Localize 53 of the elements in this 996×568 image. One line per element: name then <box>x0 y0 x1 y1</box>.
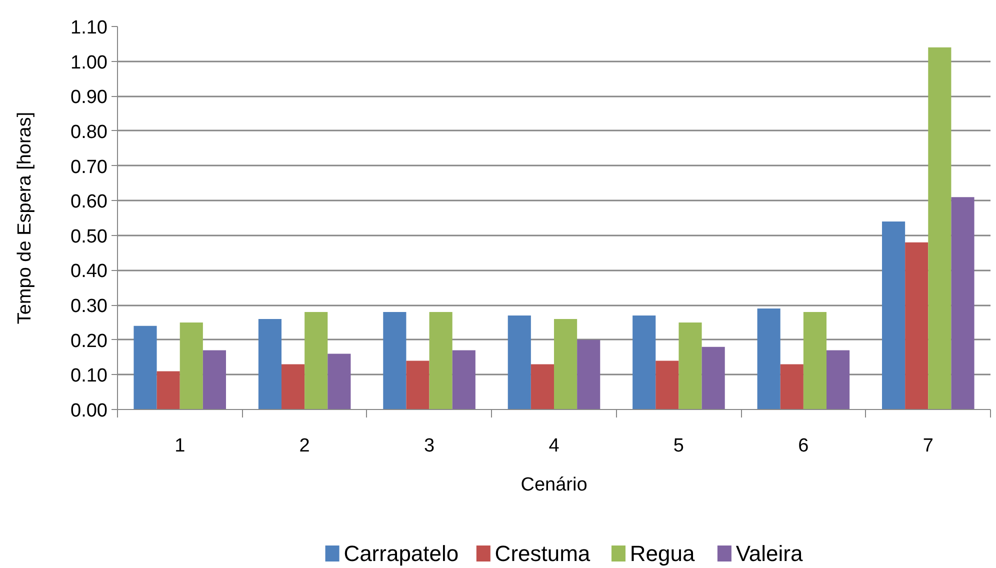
bar <box>452 350 476 410</box>
legend-label: Regua <box>630 541 696 566</box>
bar <box>328 354 351 410</box>
bar <box>554 318 578 410</box>
bar <box>928 47 952 410</box>
y-tick-label: 0.80 <box>70 122 108 143</box>
x-tick-label: 1 <box>174 436 186 456</box>
x-tick-label: 4 <box>548 436 560 456</box>
bar <box>678 322 702 410</box>
bar <box>258 318 282 410</box>
bar <box>826 350 850 410</box>
bar <box>304 312 328 410</box>
bar <box>202 350 226 410</box>
y-tick-label: 1.00 <box>70 52 108 74</box>
x-axis-title: Cenário <box>520 474 588 496</box>
y-tick-label: 0.70 <box>70 156 108 178</box>
y-tick-label: 0.20 <box>70 330 108 352</box>
bar <box>282 364 305 410</box>
bar <box>383 312 406 410</box>
bar <box>905 242 928 410</box>
bar <box>757 308 780 410</box>
bar <box>951 197 974 410</box>
x-tick-label: 2 <box>299 436 310 456</box>
x-tick-label: 5 <box>673 436 684 456</box>
y-axis-title: Tempo de Espera [horas] <box>14 112 36 324</box>
y-tick-label: 0.60 <box>70 192 108 213</box>
bar <box>882 221 906 410</box>
bar <box>632 315 656 410</box>
x-tick-label: 3 <box>424 436 435 456</box>
bar <box>180 322 203 410</box>
y-tick-label: 0.90 <box>70 87 108 108</box>
legend-label: Valeira <box>736 541 804 566</box>
y-tick-label: 0.00 <box>70 400 108 422</box>
y-tick-label: 0.10 <box>70 366 108 387</box>
bar <box>134 326 157 410</box>
legend-label: Crestuma <box>494 541 591 566</box>
y-tick-label: 0.30 <box>70 296 108 318</box>
bar <box>508 315 531 410</box>
y-tick-label: 0.50 <box>70 226 108 248</box>
bar <box>530 364 554 410</box>
bar <box>803 312 826 410</box>
bar <box>702 346 725 410</box>
bar <box>406 360 430 410</box>
bar <box>156 371 180 410</box>
x-tick-label: 6 <box>798 436 809 456</box>
x-tick-label: 7 <box>922 436 934 456</box>
bar <box>780 364 804 410</box>
bar <box>429 312 452 410</box>
y-tick-label: 0.40 <box>70 261 108 282</box>
legend-label: Carrapatelo <box>344 541 459 566</box>
bar <box>656 360 679 410</box>
bar <box>577 340 600 410</box>
y-tick-label: 1.10 <box>70 18 108 38</box>
